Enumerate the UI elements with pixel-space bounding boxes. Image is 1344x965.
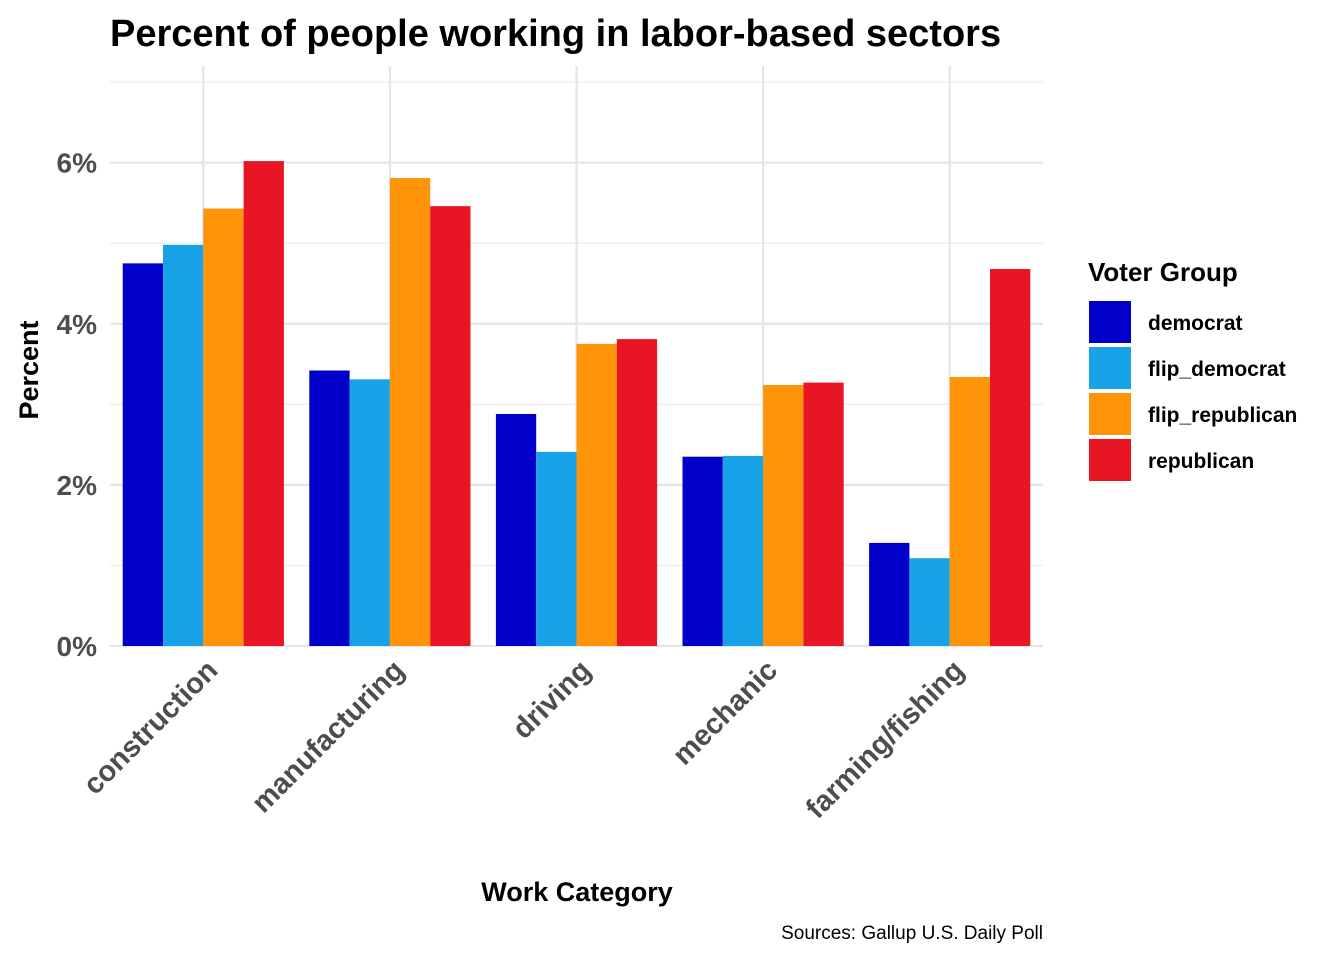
legend-label-flip_democrat: flip_democrat xyxy=(1148,358,1286,381)
bar-flip_republican-farming-fishing xyxy=(949,376,990,646)
bar-flip_democrat-manufacturing xyxy=(349,379,390,646)
bar-flip_democrat-mechanic xyxy=(722,455,764,646)
legend-swatch-republican xyxy=(1089,439,1131,481)
x-axis-label: Work Category xyxy=(481,877,673,907)
y-axis-ticks: 0% 2% 4% 6% xyxy=(57,148,98,662)
legend-swatch-flip_democrat xyxy=(1089,347,1131,389)
bar-democrat-manufacturing xyxy=(309,370,350,646)
bar-flip_republican-mechanic xyxy=(763,385,804,646)
bar-republican-mechanic xyxy=(803,382,844,646)
bar-republican-manufacturing xyxy=(430,206,471,646)
y-tick-label: 4% xyxy=(57,309,98,340)
bar-flip_republican-driving xyxy=(576,343,617,646)
y-tick-label: 6% xyxy=(57,148,98,179)
bar-republican-driving xyxy=(616,339,658,646)
bar-democrat-construction xyxy=(122,263,163,646)
x-axis-ticks: construction manufacturing driving mechanic… xyxy=(77,654,970,825)
legend-label-flip_republican: flip_republican xyxy=(1148,404,1297,427)
x-tick-label: farming/fishing xyxy=(800,654,971,825)
x-tick-label: driving xyxy=(506,654,597,745)
legend-label-republican: republican xyxy=(1148,450,1254,473)
y-tick-label: 0% xyxy=(57,631,98,662)
bar-flip_democrat-farming-fishing xyxy=(909,558,950,646)
x-tick-label: mechanic xyxy=(667,654,784,771)
caption: Sources: Gallup U.S. Daily Poll xyxy=(781,923,1043,944)
legend-label-democrat: democrat xyxy=(1148,312,1243,335)
bar-democrat-mechanic xyxy=(682,456,723,646)
bar-republican-construction xyxy=(243,161,284,647)
y-tick-label: 2% xyxy=(57,470,98,501)
bar-democrat-driving xyxy=(495,414,537,646)
chart-title: Percent of people working in labor-based… xyxy=(110,13,1001,55)
legend-swatch-flip_republican xyxy=(1089,393,1131,435)
bar-flip_democrat-driving xyxy=(536,451,577,646)
x-tick-label: manufacturing xyxy=(246,654,411,819)
bar-flip_republican-manufacturing xyxy=(389,177,431,646)
y-axis-label: Percent xyxy=(14,320,44,419)
legend: Voter Group democrat flip_democrat flip_re… xyxy=(1088,257,1297,481)
bar-democrat-farming-fishing xyxy=(869,542,910,646)
bar-flip_republican-construction xyxy=(203,208,244,647)
bars xyxy=(122,161,1031,647)
legend-title: Voter Group xyxy=(1088,257,1238,287)
bar-flip_democrat-construction xyxy=(163,244,204,647)
bar-republican-farming-fishing xyxy=(990,269,1031,646)
x-tick-label: construction xyxy=(77,654,224,801)
legend-swatch-democrat xyxy=(1089,301,1131,343)
